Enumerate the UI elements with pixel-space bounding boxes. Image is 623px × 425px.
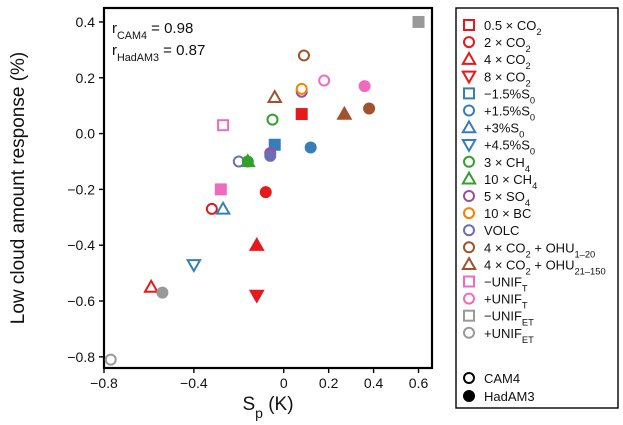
data-point [266,89,283,103]
data-point [241,155,254,168]
legend-marker [463,104,475,117]
x-tick-label: 0.2 [319,375,339,391]
data-point [248,289,265,304]
legend-label: 4 × CO2 [484,52,531,71]
legend-label: 4 × CO2 + OHU21–150 [484,257,606,276]
legend-marker [463,155,475,168]
x-tick-label: 0.4 [364,375,384,391]
data-point [264,149,277,162]
legend-marker [461,50,477,65]
data-point [412,15,425,28]
data-point [336,105,353,120]
legend-label: VOLC [484,223,519,238]
data-point [295,82,308,95]
x-tick-label: 0 [280,375,288,391]
legend-label: −UNIFET [484,309,534,328]
legend-marker [461,119,477,134]
y-tick-label: 0.0 [76,126,96,142]
legend-label: 8 × CO2 [484,69,531,88]
legend-label: 10 × CH4 [484,172,537,191]
correlation-annotation: rHadAM3 = 0.87 [112,42,205,64]
x-tick-label: 0.6 [409,375,429,391]
legend-model-label: CAM4 [484,371,520,386]
x-axis-label: Sp (K) [242,394,293,421]
x-tick-label: −0.8 [90,375,118,391]
legend-marker [463,309,475,322]
legend-model-marker [463,390,475,402]
legend-box [455,7,619,409]
data-point [217,119,230,132]
legend-label: −UNIFT [484,275,528,294]
legend-label: 0.5 × CO2 [484,18,542,37]
legend-label: +UNIFT [484,292,528,311]
legend-label: 3 × CH4 [484,155,530,174]
legend-label: −1.5%S0 [484,86,535,105]
plot-frame [102,6,434,370]
y-tick-label: −0.4 [67,237,95,253]
legend-marker [463,275,475,288]
legend-model-marker [463,372,475,384]
data-point [304,141,317,154]
axis-ticks: −0.8 −0.4 0 0.2 0.4 0.6 0.4 0.2 0.0 −0.2 −0.4 −0.6 −… [67,14,428,391]
legend-marker [463,224,475,237]
data-point [297,49,310,62]
legend-marker [463,326,475,339]
legend-marker [461,70,477,85]
data-point [156,286,169,299]
data-point [295,108,308,121]
legend-marker [463,241,475,254]
data-point [318,74,331,87]
y-tick-label: 0.2 [76,70,96,86]
legend-marker [461,170,477,185]
legend-label: 2 × CO2 [484,35,531,54]
data-point [205,202,218,215]
legend-label: 10 × BC [484,206,531,221]
x-tick-label: −0.4 [180,375,208,391]
legend-marker [463,36,475,49]
legend-label: 4 × CO2 + OHU1–20 [484,240,595,259]
legend-marker [463,19,475,31]
data-points [104,15,425,366]
y-tick-label: −0.8 [67,349,95,365]
legend-marker [463,87,475,100]
data-point [214,183,227,196]
legend-label: +UNIFET [484,326,534,345]
correlation-annotation: rCAM4 = 0.98 [112,20,193,42]
legend-label: 5 × SO4 [484,189,530,208]
data-point [185,259,202,273]
data-point [363,102,376,115]
data-point [248,236,265,251]
legend-marker [463,207,475,220]
legend-label: +3%S0 [484,121,524,140]
data-point [259,186,272,199]
data-point [358,80,371,93]
y-tick-label: 0.4 [76,14,96,30]
y-axis-label: Low cloud amount response (%) [8,52,29,324]
legend-model-label: HadAM3 [484,389,535,404]
legend-marker [461,139,477,153]
legend-label: +4.5%S0 [484,138,535,157]
data-point [143,278,160,293]
data-point [104,353,117,366]
data-point [266,113,279,126]
legend-marker [463,190,475,202]
data-point [215,200,231,215]
y-tick-label: −0.6 [67,293,95,309]
legend-label: +1.5%S0 [484,104,535,123]
y-tick-label: −0.2 [67,181,95,197]
legend-marker [463,292,475,305]
legend-marker [461,256,477,271]
